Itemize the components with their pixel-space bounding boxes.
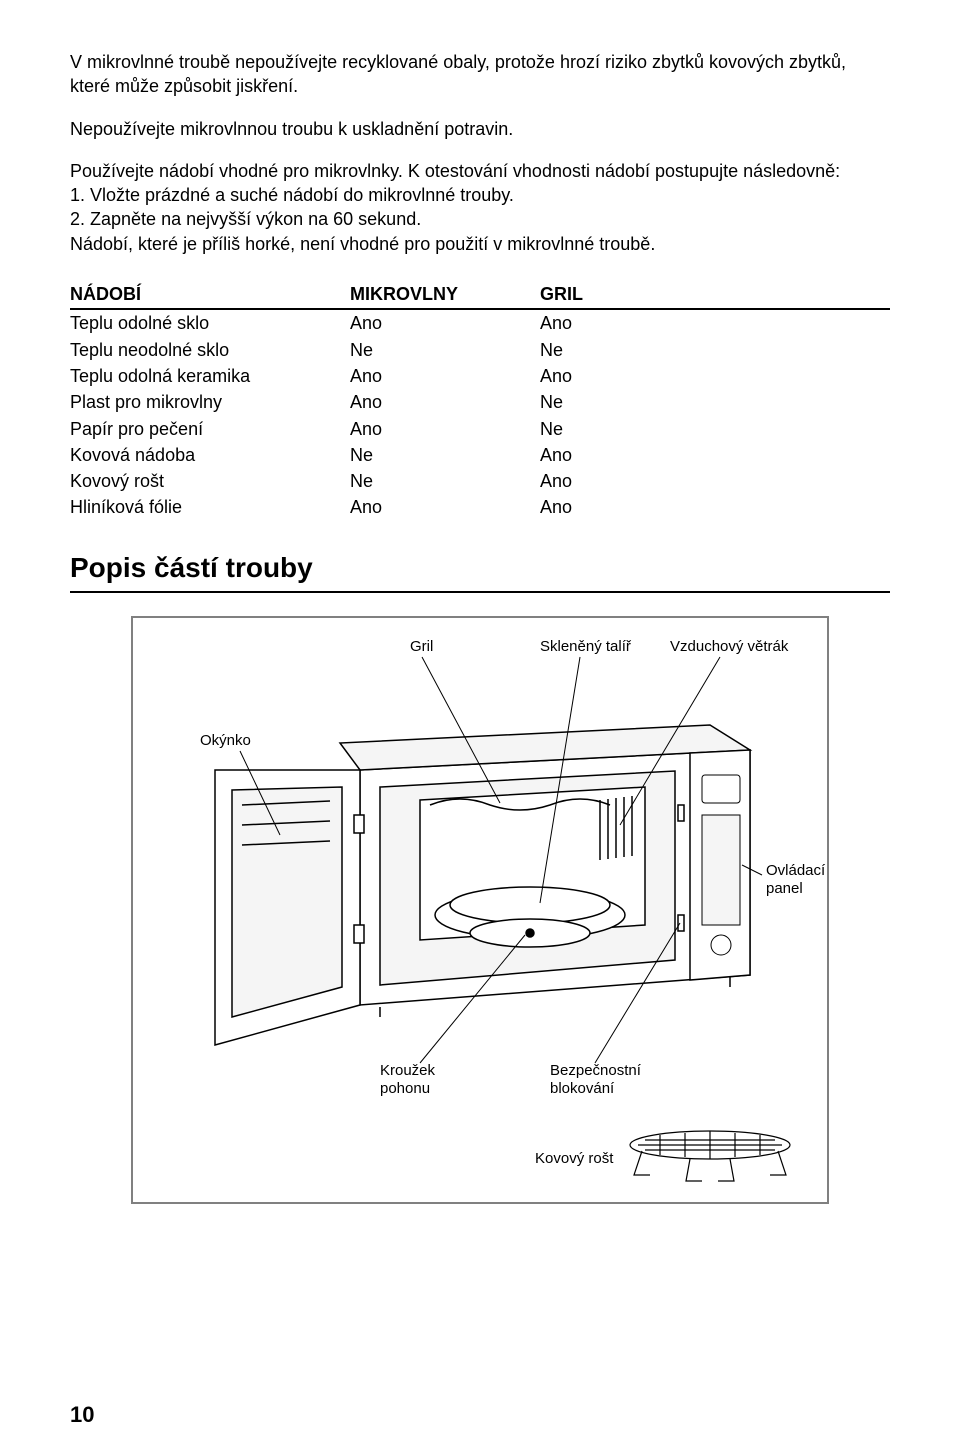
label-vetrak: Vzduchový větrák (670, 638, 789, 655)
table-cell: Ano (350, 390, 540, 414)
table-header-microwave: MIKROVLNY (350, 282, 540, 306)
table-cell: Ano (350, 417, 540, 441)
table-cell: Plast pro mikrovlny (70, 390, 350, 414)
table-cell: Ne (350, 443, 540, 467)
table-cell: Hliníková fólie (70, 495, 350, 519)
table-cell: Ano (350, 311, 540, 335)
paragraph-3-step1: 1. Vložte prázdné a suché nádobí do mikr… (70, 185, 514, 205)
table-row: Kovový roštNeAno (70, 468, 890, 494)
table-cell: Ano (540, 469, 690, 493)
paragraph-3-intro: Používejte nádobí vhodné pro mikrovlnky.… (70, 161, 840, 181)
table-row: Kovová nádobaNeAno (70, 442, 890, 468)
paragraph-2: Nepoužívejte mikrovlnnou troubu k usklad… (70, 117, 890, 141)
label-gril: Gril (410, 638, 433, 655)
label-panel-2: panel (766, 880, 803, 897)
label-panel-1: Ovládací (766, 862, 826, 879)
table-cell: Ne (350, 338, 540, 362)
page-number: 10 (70, 1400, 94, 1430)
label-rost: Kovový rošt (535, 1150, 614, 1167)
table-cell: Ano (540, 443, 690, 467)
paragraph-1: V mikrovlnné troubě nepoužívejte recyklo… (70, 50, 890, 99)
table-row: Teplu neodolné skloNeNe (70, 337, 890, 363)
table-cell: Ano (540, 495, 690, 519)
table-cell: Ne (540, 338, 690, 362)
table-header-grill: GRIL (540, 282, 690, 306)
table-row: Papír pro pečeníAnoNe (70, 416, 890, 442)
table-cell: Kovová nádoba (70, 443, 350, 467)
table-cell: Ano (350, 364, 540, 388)
table-header-item: NÁDOBÍ (70, 282, 350, 306)
table-row: Teplu odolná keramikaAnoAno (70, 363, 890, 389)
label-okynko: Okýnko (200, 732, 251, 749)
cookware-table-header: NÁDOBÍ MIKROVLNY GRIL (70, 282, 890, 310)
table-row: Hliníková fólieAnoAno (70, 494, 890, 520)
section-title-parts: Popis částí trouby (70, 549, 890, 593)
table-cell: Papír pro pečení (70, 417, 350, 441)
table-cell: Ano (540, 311, 690, 335)
cookware-table-body: Teplu odolné skloAnoAnoTeplu neodolné sk… (70, 310, 890, 520)
paragraph-3-note: Nádobí, které je příliš horké, není vhod… (70, 234, 655, 254)
table-row: Teplu odolné skloAnoAno (70, 310, 890, 336)
table-cell: Teplu odolné sklo (70, 311, 350, 335)
table-cell: Teplu odolná keramika (70, 364, 350, 388)
parts-diagram: Gril Skleněný talíř Vzduchový větrák Oký… (130, 615, 830, 1241)
table-cell: Kovový rošt (70, 469, 350, 493)
table-cell: Ano (350, 495, 540, 519)
table-cell: Ano (540, 364, 690, 388)
paragraph-3: Používejte nádobí vhodné pro mikrovlnky.… (70, 159, 890, 256)
label-krouzek-2: pohonu (380, 1080, 430, 1097)
label-blok-2: blokování (550, 1080, 615, 1097)
table-cell: Ne (540, 390, 690, 414)
label-krouzek-1: Kroužek (380, 1062, 436, 1079)
label-talir: Skleněný talíř (540, 638, 632, 655)
label-blok-1: Bezpečnostní (550, 1062, 642, 1079)
table-cell: Ne (540, 417, 690, 441)
table-cell: Ne (350, 469, 540, 493)
table-cell: Teplu neodolné sklo (70, 338, 350, 362)
table-row: Plast pro mikrovlnyAnoNe (70, 389, 890, 415)
paragraph-3-step2: 2. Zapněte na nejvyšší výkon na 60 sekun… (70, 209, 421, 229)
